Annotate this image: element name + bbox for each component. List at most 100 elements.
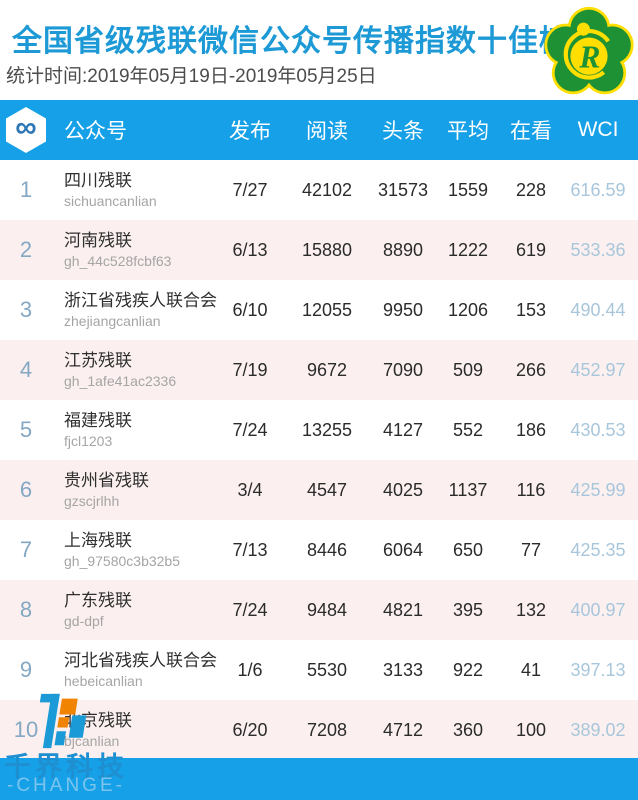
col-header-account: 公众号: [64, 120, 127, 143]
table-row: 7 上海残联 gh_97580c3b32b5 7/13 8446 6064 65…: [0, 520, 638, 580]
account-name: 河北省残疾人联合会: [64, 650, 217, 670]
publish-value: 7/24: [232, 599, 268, 620]
inview-value: 619: [515, 239, 547, 260]
account-name: 江苏残联: [64, 350, 132, 370]
publish-value: 1/6: [237, 659, 263, 680]
headline-value: 4712: [382, 719, 424, 740]
average-value: 1222: [447, 239, 489, 260]
publish-value: 7/13: [232, 539, 268, 560]
wci-value: 430.53: [570, 419, 626, 440]
average-value: 395: [452, 599, 484, 620]
account-name: 四川残联: [64, 170, 132, 190]
average-value: 1137: [448, 479, 488, 500]
average-value: 1206: [447, 299, 489, 320]
reads-value: 12055: [301, 299, 353, 320]
account-id: gzscjrlhh: [64, 493, 120, 510]
reads-value: 5530: [306, 659, 348, 680]
account-id: fjcl1203: [64, 433, 113, 450]
inview-value: 266: [515, 359, 547, 380]
col-header-average: 平均: [447, 120, 489, 143]
col-header-wci: WCI: [577, 118, 619, 141]
table-row: 5 福建残联 fjcl1203 7/24 13255 4127 552 186 …: [0, 400, 638, 460]
wci-value: 425.35: [570, 539, 626, 560]
col-header-publish: 发布: [229, 120, 271, 143]
rank-number: 4: [19, 357, 33, 382]
account-cell: 河南残联 gh_44c528fcbf63: [52, 231, 212, 270]
publish-value: 6/10: [232, 299, 268, 320]
account-cell: 上海残联 gh_97580c3b32b5: [52, 531, 212, 570]
reads-value: 9484: [306, 599, 348, 620]
reads-value: 42102: [301, 179, 353, 200]
inview-value: 41: [520, 659, 542, 680]
account-name: 浙江省残疾人联合会: [64, 290, 217, 310]
headline-value: 7090: [382, 359, 424, 380]
account-id: gh_1afe41ac2336: [64, 373, 177, 390]
headline-value: 4127: [382, 419, 424, 440]
average-value: 552: [452, 419, 484, 440]
reads-value: 7208: [306, 719, 348, 740]
table-row: 4 江苏残联 gh_1afe41ac2336 7/19 9672 7090 50…: [0, 340, 638, 400]
page-header: 全国省级残联微信公众号传播指数十佳榜 统计时间:2019年05月19日-2019…: [0, 0, 638, 100]
reads-value: 8446: [306, 539, 348, 560]
reads-value: 4547: [306, 479, 348, 500]
average-value: 360: [452, 719, 484, 740]
rank-number: 6: [19, 477, 33, 502]
wci-value: 616.59: [570, 179, 626, 200]
account-cell: 福建残联 fjcl1203: [52, 411, 212, 450]
publish-value: 6/13: [232, 239, 268, 260]
qianjie-watermark-logo-icon: [39, 693, 87, 749]
rank-number: 10: [13, 717, 39, 742]
inview-value: 132: [515, 599, 547, 620]
headline-value: 8890: [382, 239, 424, 260]
table-row: 8 广东残联 gd-dpf 7/24 9484 4821 395 132 400…: [0, 580, 638, 640]
reads-value: 9672: [306, 359, 348, 380]
footer-bar: [0, 758, 638, 800]
wci-value: 490.44: [570, 299, 626, 320]
ranking-table: 1 四川残联 sichuancanlian 7/27 42102 31573 1…: [0, 160, 638, 760]
account-id: gh_97580c3b32b5: [64, 553, 181, 570]
wci-value: 533.36: [570, 239, 626, 260]
reads-value: 13255: [301, 419, 353, 440]
account-id: gh_44c528fcbf63: [64, 253, 172, 270]
average-value: 1559: [447, 179, 489, 200]
table-row: 10 北京残联 bjcanlian 6/20 7208 4712 360 100…: [0, 700, 638, 760]
wci-value: 389.02: [570, 719, 626, 740]
average-value: 650: [452, 539, 484, 560]
inview-value: 186: [515, 419, 547, 440]
publish-value: 6/20: [232, 719, 268, 740]
reads-value: 15880: [301, 239, 353, 260]
account-cell: 贵州省残联 gzscjrlhh: [52, 471, 212, 510]
wci-value: 400.97: [570, 599, 626, 620]
table-row: 6 贵州省残联 gzscjrlhh 3/4 4547 4025 1137 116…: [0, 460, 638, 520]
table-row: 3 浙江省残疾人联合会 zhejiangcanlian 6/10 12055 9…: [0, 280, 638, 340]
account-cell: 江苏残联 gh_1afe41ac2336: [52, 351, 212, 390]
page-title: 全国省级残联微信公众号传播指数十佳榜: [12, 25, 570, 58]
headline-value: 4025: [382, 479, 424, 500]
publish-value: 7/27: [232, 179, 268, 200]
table-row: 2 河南残联 gh_44c528fcbf63 6/13 15880 8890 1…: [0, 220, 638, 280]
wci-value: 397.13: [570, 659, 626, 680]
wci-value: 452.97: [570, 359, 626, 380]
publish-value: 7/19: [232, 359, 268, 380]
account-id: gd-dpf: [64, 613, 104, 630]
inview-value: 228: [515, 179, 547, 200]
account-id: zhejiangcanlian: [64, 313, 161, 330]
average-value: 922: [452, 659, 484, 680]
account-name: 贵州省残联: [64, 470, 149, 490]
table-header: ∞ 公众号 发布 阅读 头条 平均 在看 WCI: [0, 100, 638, 160]
svg-text:R: R: [578, 39, 600, 74]
inview-value: 77: [520, 539, 542, 560]
rank-number: 5: [19, 417, 33, 442]
cdpf-flower-logo-icon: R: [544, 6, 634, 95]
average-value: 509: [452, 359, 484, 380]
watermark-brand: 千界科技: [4, 752, 128, 782]
watermark-slogan: -CHANGE-: [7, 775, 125, 796]
rank-number: 2: [19, 237, 33, 262]
inview-value: 116: [516, 479, 546, 500]
inview-value: 153: [515, 299, 547, 320]
headline-value: 6064: [382, 539, 424, 560]
account-cell: 广东残联 gd-dpf: [52, 591, 212, 630]
rank-number: 3: [19, 297, 33, 322]
account-cell: 四川残联 sichuancanlian: [52, 171, 212, 210]
